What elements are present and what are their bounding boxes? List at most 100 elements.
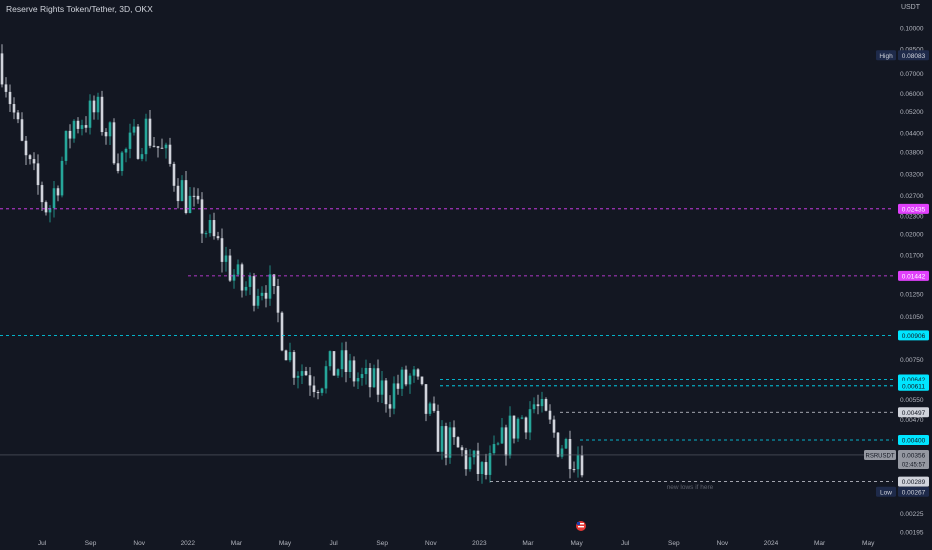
- candle: [16, 110, 20, 124]
- candle: [116, 153, 120, 174]
- candle: [120, 151, 124, 176]
- us-flag-icon: [576, 521, 586, 531]
- level-price-tag: 0.00289: [898, 476, 929, 487]
- candle: [468, 449, 472, 472]
- candle: [176, 178, 180, 209]
- candle: [368, 363, 372, 398]
- candle: [532, 397, 536, 414]
- y-tick-label: 0.01250: [900, 292, 924, 299]
- chart-title: Reserve Rights Token/Tether, 3D, OKX: [6, 4, 153, 14]
- y-tick-label: 0.03800: [900, 149, 924, 156]
- svg-text:0.00289: 0.00289: [902, 479, 926, 486]
- candle: [52, 180, 56, 218]
- candle: [84, 116, 88, 133]
- candle: [524, 416, 528, 440]
- candle: [544, 397, 548, 412]
- candle: [432, 396, 436, 413]
- candle: [456, 436, 460, 448]
- candle: [92, 95, 96, 120]
- level-price-tag: 0.02435: [898, 203, 929, 214]
- x-tick-label: Mar: [522, 540, 534, 547]
- candle: [256, 288, 260, 309]
- candle: [188, 187, 192, 214]
- candle: [428, 401, 432, 417]
- x-tick-label: 2024: [764, 540, 779, 547]
- candle: [372, 364, 376, 388]
- candle: [192, 187, 196, 207]
- candle: [360, 367, 364, 386]
- annotation-text: new lows if here: [667, 484, 714, 491]
- candle: [324, 360, 328, 394]
- candle: [100, 90, 104, 136]
- candle: [288, 342, 292, 363]
- candle: [216, 231, 220, 241]
- candle: [236, 259, 240, 277]
- svg-text:0.01442: 0.01442: [902, 273, 926, 280]
- candle: [40, 181, 44, 211]
- candle: [156, 146, 160, 158]
- candle: [228, 249, 232, 283]
- candle: [200, 192, 204, 243]
- candle: [420, 376, 424, 386]
- candle: [144, 113, 148, 162]
- candle: [108, 121, 112, 145]
- candle: [164, 142, 168, 159]
- candle: [56, 185, 60, 202]
- candle: [184, 171, 188, 215]
- candle: [224, 246, 228, 272]
- candle: [560, 445, 564, 459]
- candle: [448, 421, 452, 464]
- candle: [68, 124, 72, 149]
- candle: [124, 147, 128, 163]
- y-tick-label: 0.00470: [900, 417, 924, 424]
- candle: [244, 281, 248, 296]
- candle: [20, 112, 24, 142]
- svg-text:0.08083: 0.08083: [902, 53, 926, 60]
- svg-text:0.00906: 0.00906: [902, 333, 926, 340]
- candle: [336, 368, 340, 379]
- svg-text:Low: Low: [880, 489, 892, 496]
- candle: [548, 404, 552, 425]
- x-tick-label: Sep: [85, 540, 97, 547]
- x-tick-label: Jul: [621, 540, 630, 547]
- x-tick-label: Jul: [38, 540, 47, 547]
- candle: [292, 349, 296, 385]
- candle: [520, 415, 524, 420]
- candle: [252, 273, 256, 312]
- candle: [408, 373, 412, 394]
- candle: [504, 424, 508, 466]
- candle: [496, 441, 500, 446]
- y-tick-label: 0.02300: [900, 214, 924, 221]
- candle: [540, 391, 544, 413]
- candle: [356, 372, 360, 390]
- y-tick-label: 0.00550: [900, 397, 924, 404]
- candle: [172, 161, 176, 192]
- x-tick-label: Mar: [231, 540, 243, 547]
- level-price-tag: 0.00400: [898, 435, 929, 446]
- candle: [440, 420, 444, 460]
- candle: [464, 447, 468, 476]
- candle: [320, 387, 324, 396]
- price-axis: 0.10000 0.08500 0.07000 0.06000 0.05200 0.044…: [900, 26, 924, 537]
- candle: [352, 356, 356, 387]
- candle: [460, 445, 464, 457]
- candle: [132, 119, 136, 136]
- candle: [516, 417, 520, 442]
- low-tag: Low 0.00267: [876, 486, 929, 497]
- candle: [268, 265, 272, 306]
- svg-text:0.02435: 0.02435: [902, 206, 926, 213]
- candle: [536, 394, 540, 415]
- candle: [276, 278, 280, 323]
- candle: [580, 445, 584, 478]
- candle: [308, 367, 312, 396]
- last-price-tag: 0.00356 02:45:57: [898, 449, 929, 469]
- candle: [568, 430, 572, 479]
- candle: [296, 371, 300, 389]
- candle: [576, 446, 580, 478]
- candle: [416, 368, 420, 380]
- y-tick-label: 0.05200: [900, 109, 924, 116]
- candle: [4, 77, 8, 98]
